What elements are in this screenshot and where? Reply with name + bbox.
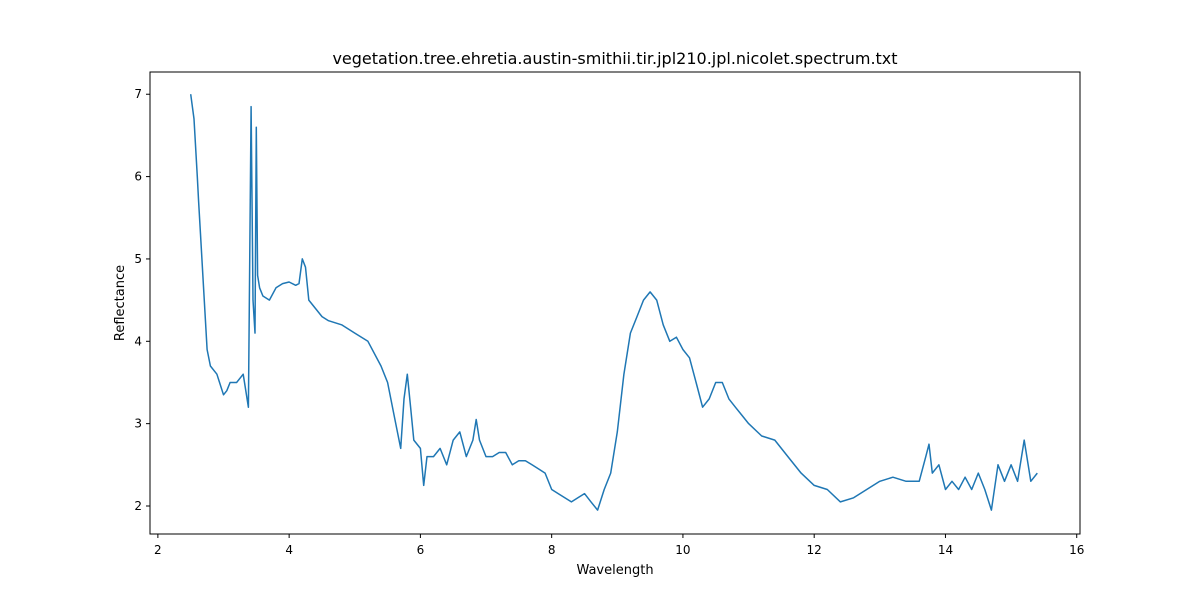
- x-tick-label: 8: [548, 543, 556, 557]
- x-tick-label: 16: [1069, 543, 1084, 557]
- y-tick-label: 2: [134, 499, 142, 513]
- y-tick-label: 4: [134, 334, 142, 348]
- y-tick-label: 3: [134, 417, 142, 431]
- y-axis-label: Reflectance: [113, 265, 128, 341]
- chart-title: vegetation.tree.ehretia.austin-smithii.t…: [332, 49, 897, 68]
- x-axis-label: Wavelength: [576, 563, 653, 578]
- y-tick-label: 6: [134, 170, 142, 184]
- y-tick-label: 7: [134, 87, 142, 101]
- spectrum-line: [189, 94, 1038, 511]
- y-tick-label: 5: [134, 252, 142, 266]
- x-tick-label: 4: [285, 543, 293, 557]
- x-tick-label: 2: [154, 543, 162, 557]
- x-tick-label: 10: [675, 543, 690, 557]
- plot-frame: [149, 71, 1081, 535]
- x-tick-label: 12: [807, 543, 822, 557]
- x-tick-label: 6: [417, 543, 425, 557]
- x-tick-label: 14: [938, 543, 953, 557]
